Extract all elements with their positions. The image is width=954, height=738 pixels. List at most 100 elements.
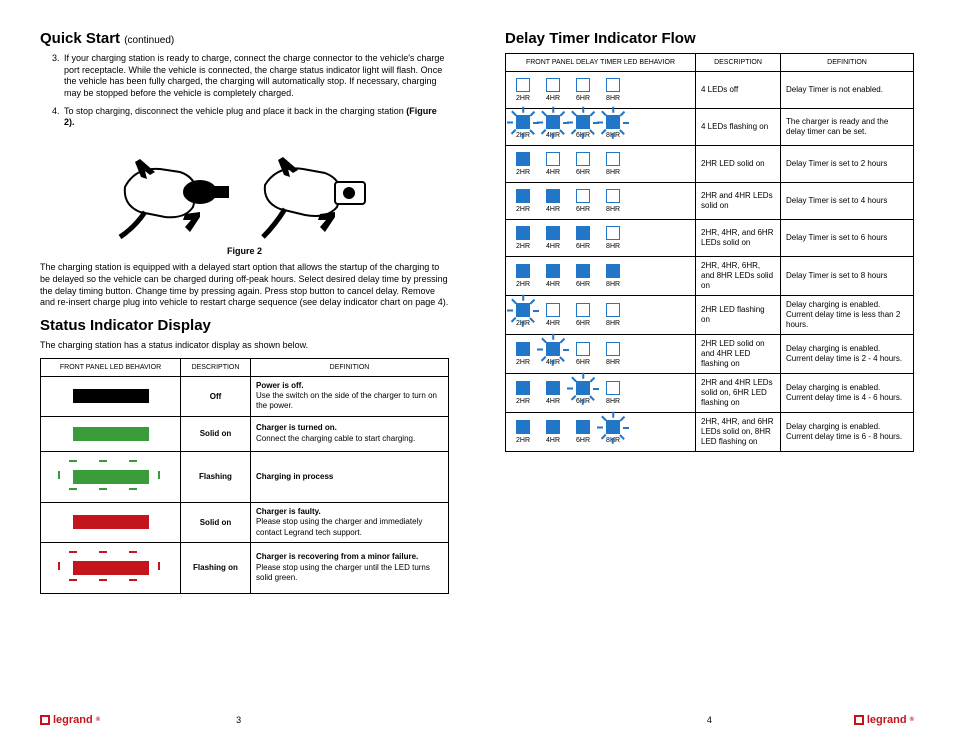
- page-number: 3: [236, 715, 241, 725]
- delay-led-cell: 2HR 4HR 6HR 8HR: [506, 413, 696, 452]
- led-square-icon: [576, 78, 590, 92]
- status-row: Solid onCharger is turned on.Connect the…: [41, 416, 449, 451]
- led-label: 6HR: [576, 281, 590, 288]
- led-square-icon: [516, 420, 530, 434]
- status-def-bold: Charger is recovering from a minor failu…: [256, 552, 443, 562]
- led-item: 2HR: [516, 78, 530, 102]
- led-label: 8HR: [606, 359, 620, 366]
- status-def-bold: Charging in process: [256, 472, 443, 482]
- led-item: 8HR: [606, 115, 620, 139]
- delay-led-cell: 2HR4HR6HR8HR: [506, 257, 696, 296]
- delay-row: 2HR4HR6HR8HR4 LEDs offDelay Timer is not…: [506, 72, 914, 109]
- led-item: 2HR: [516, 264, 530, 288]
- led-label: 8HR: [606, 95, 620, 102]
- delay-row: 2HR4HR6HR8HR2HR LED solid on and 4HR LED…: [506, 335, 914, 374]
- legrand-logo: legrand®: [854, 714, 914, 726]
- status-row: Flashing onCharger is recovering from a …: [41, 542, 449, 593]
- logo-box-icon: [854, 715, 864, 725]
- continued-label: (continued): [124, 35, 174, 46]
- led-item: 4HR: [546, 189, 560, 213]
- led-row: 2HR4HR6HR8HR: [510, 78, 691, 102]
- led-label: 4HR: [546, 398, 560, 405]
- led-item: 8HR: [606, 381, 620, 405]
- delay-led-cell: 2HR4HR6HR8HR: [506, 374, 696, 413]
- led-square-icon: [576, 226, 590, 240]
- led-label: 2HR: [516, 95, 530, 102]
- step-item: 3.If your charging station is ready to c…: [52, 53, 449, 100]
- led-item: 4HR: [546, 115, 560, 139]
- led-square-icon: [576, 420, 590, 434]
- status-desc: Solid on: [181, 502, 251, 542]
- led-item: 8HR: [606, 264, 620, 288]
- delay-option-paragraph: The charging station is equipped with a …: [40, 262, 449, 309]
- led-label: 6HR: [576, 320, 590, 327]
- led-square-icon: [516, 152, 530, 166]
- led-cell: [41, 376, 181, 416]
- delay-desc: 2HR LED solid on and 4HR LED flashing on: [696, 335, 781, 374]
- led-item: 4HR: [546, 152, 560, 176]
- status-header: DEFINITION: [251, 358, 449, 376]
- status-def-bold: Charger is faulty.: [256, 507, 443, 517]
- led-label: 4HR: [546, 206, 560, 213]
- step-item: 4. To stop charging, disconnect the vehic…: [52, 106, 449, 129]
- delay-def: Delay charging is enabled.Current delay …: [781, 374, 914, 413]
- delay-def: Delay Timer is set to 4 hours: [781, 183, 914, 220]
- led-square-icon: [546, 342, 560, 356]
- led-item: 8HR: [606, 226, 620, 250]
- led-item: 6HR: [576, 303, 590, 327]
- led-item: 8HR: [606, 342, 620, 366]
- status-header: FRONT PANEL LED BEHAVIOR: [41, 358, 181, 376]
- delay-header: FRONT PANEL DELAY TIMER LED BEHAVIOR: [506, 54, 696, 72]
- led-label: 2HR: [516, 398, 530, 405]
- led-item: 4HR: [546, 420, 560, 444]
- led-square-icon: [546, 226, 560, 240]
- delay-row: 2HR4HR6HR8HR2HR, 4HR, 6HR, and 8HR LEDs …: [506, 257, 914, 296]
- delay-desc: 2HR LED flashing on: [696, 296, 781, 335]
- status-row: OffPower is off.Use the switch on the si…: [41, 376, 449, 416]
- delay-led-cell: 2HR4HR6HR8HR: [506, 335, 696, 374]
- led-item: 6HR: [576, 342, 590, 366]
- quick-start-title: Quick Start: [40, 30, 120, 47]
- led-label: 2HR: [516, 437, 530, 444]
- led-item: 6HR: [576, 420, 590, 444]
- delay-row: 2HR4HR6HR8HR2HR and 4HR LEDs solid onDel…: [506, 183, 914, 220]
- logo-box-icon: [40, 715, 50, 725]
- led-row: 2HR 4HR 6HR 8HR: [510, 420, 691, 444]
- step-text: To stop charging, disconnect the vehicle…: [64, 106, 406, 116]
- led-square-icon: [606, 115, 620, 129]
- led-cell: [41, 542, 181, 593]
- led-square-icon: [576, 303, 590, 317]
- status-desc: Flashing: [181, 451, 251, 502]
- delay-desc: 2HR LED solid on: [696, 146, 781, 183]
- led-square-icon: [516, 264, 530, 278]
- led-label: 2HR: [516, 281, 530, 288]
- legrand-logo: legrand®: [40, 714, 100, 726]
- step-number: 4.: [52, 106, 60, 118]
- led-square-icon: [576, 115, 590, 129]
- delay-led-cell: 2HR4HR6HR8HR: [506, 183, 696, 220]
- led-label: 4HR: [546, 243, 560, 250]
- led-square-icon: [516, 78, 530, 92]
- led-item: 8HR: [606, 189, 620, 213]
- led-square-icon: [576, 342, 590, 356]
- led-item: 2HR: [516, 342, 530, 366]
- led-label: 4HR: [546, 320, 560, 327]
- led-row: 2HR4HR6HR8HR: [510, 115, 691, 139]
- led-square-icon: [546, 115, 560, 129]
- led-square-icon: [516, 303, 530, 317]
- status-desc: Solid on: [181, 416, 251, 451]
- trademark-icon: ®: [910, 717, 914, 723]
- led-item: 6HR: [576, 264, 590, 288]
- led-square-icon: [516, 342, 530, 356]
- led-square-icon: [516, 115, 530, 129]
- led-label: 6HR: [576, 169, 590, 176]
- led-item: 8HR: [606, 420, 620, 444]
- status-def: Charging in process: [251, 451, 449, 502]
- led-item: 6HR: [576, 226, 590, 250]
- led-item: 2HR: [516, 189, 530, 213]
- led-square-icon: [606, 264, 620, 278]
- delay-row: 2HR4HR6HR8HR4 LEDs flashing onThe charge…: [506, 109, 914, 146]
- led-label: 2HR: [516, 206, 530, 213]
- led-label: 4HR: [546, 95, 560, 102]
- led-item: 4HR: [546, 78, 560, 102]
